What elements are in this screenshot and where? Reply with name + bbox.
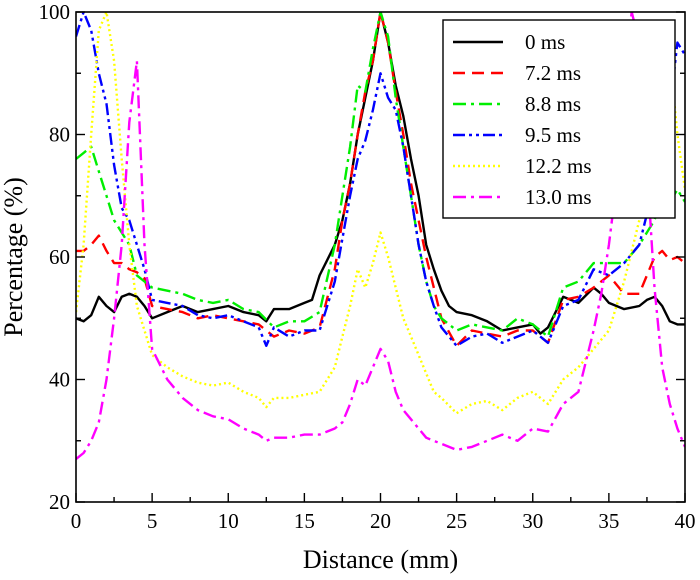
legend-label-3: 8.8 ms xyxy=(525,92,581,116)
x-tick-label: 40 xyxy=(675,509,696,533)
x-tick-label: 15 xyxy=(294,509,315,533)
x-tick-label: 0 xyxy=(71,509,82,533)
legend-box xyxy=(442,19,676,219)
legend: 0 ms 7.2 ms 8.8 ms 9.5 ms 12.2 ms 13.0 ms xyxy=(442,19,676,219)
y-axis-title: Percentage (%) xyxy=(0,177,28,337)
x-tick-label: 5 xyxy=(147,509,158,533)
x-tick-label: 35 xyxy=(598,509,619,533)
series-line-3 xyxy=(76,12,685,338)
x-axis-title: Distance (mm) xyxy=(303,545,458,574)
x-tick-label: 30 xyxy=(522,509,543,533)
series-line-5 xyxy=(76,12,685,415)
legend-label-5: 12.2 ms xyxy=(525,154,592,178)
axes-layer: 0 5 10 15 20 25 30 35 40 20 40 60 80 100 xyxy=(39,0,696,533)
legend-label-2: 7.2 ms xyxy=(525,61,581,85)
y-tick-label: 80 xyxy=(49,123,70,147)
legend-label-6: 13.0 ms xyxy=(525,185,592,209)
y-tick-label: 60 xyxy=(49,245,70,269)
x-tick-label: 20 xyxy=(370,509,391,533)
y-tick-label: 20 xyxy=(49,490,70,514)
x-tick-label: 25 xyxy=(446,509,467,533)
legend-label-1: 0 ms xyxy=(525,30,565,54)
y-tick-label: 40 xyxy=(49,368,70,392)
series-layer xyxy=(76,12,685,461)
legend-label-4: 9.5 ms xyxy=(525,123,581,147)
x-tick-label: 10 xyxy=(218,509,239,533)
y-tick-label: 100 xyxy=(39,0,71,24)
series-line-6 xyxy=(76,12,685,461)
